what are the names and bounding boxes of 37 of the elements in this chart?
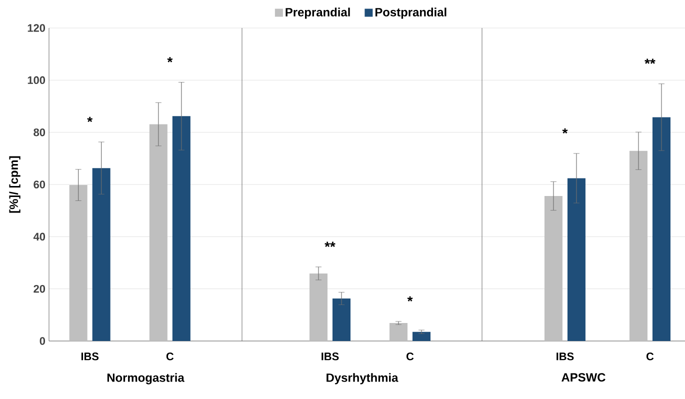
annotation: * [407, 296, 413, 302]
x-tick-label: IBS [556, 352, 574, 360]
y-tick-label: 80 [34, 128, 46, 136]
annotation: * [87, 116, 93, 122]
bar [390, 323, 408, 341]
bar [544, 196, 562, 341]
x-tick-label: C [646, 352, 654, 360]
bar [69, 185, 88, 341]
x-axis-title: Normogastria [107, 373, 184, 384]
annotation: * [167, 57, 173, 62]
y-axis-title: [%]/ [cpm] [9, 156, 20, 213]
bar [629, 150, 648, 341]
bar [567, 178, 586, 341]
bar [412, 332, 431, 341]
y-tick-label: 40 [33, 232, 46, 241]
legend-label: Preprandial [286, 8, 350, 19]
x-axis-title: Dysrhythmia [326, 373, 398, 384]
bar [149, 124, 168, 341]
x-axis-title: APSWC [562, 373, 606, 382]
y-tick-label: 120 [28, 24, 46, 32]
x-tick-label: IBS [81, 352, 99, 360]
annotation: ** [644, 58, 656, 64]
x-tick-label: IBS [322, 352, 339, 360]
annotation: * [562, 128, 568, 134]
y-tick-label: 60 [34, 180, 46, 188]
bar [652, 117, 670, 341]
x-tick-label: C [166, 352, 174, 360]
legend-label: Postprandial [375, 8, 446, 19]
y-tick-label: 20 [34, 284, 46, 293]
y-tick-label: 100 [28, 76, 46, 84]
x-tick-label: C [406, 352, 414, 360]
y-tick-label: 0 [40, 337, 46, 345]
annotation: ** [324, 242, 336, 247]
bar [172, 116, 190, 341]
bar [332, 298, 351, 341]
bar [92, 168, 110, 341]
bar [310, 273, 328, 341]
